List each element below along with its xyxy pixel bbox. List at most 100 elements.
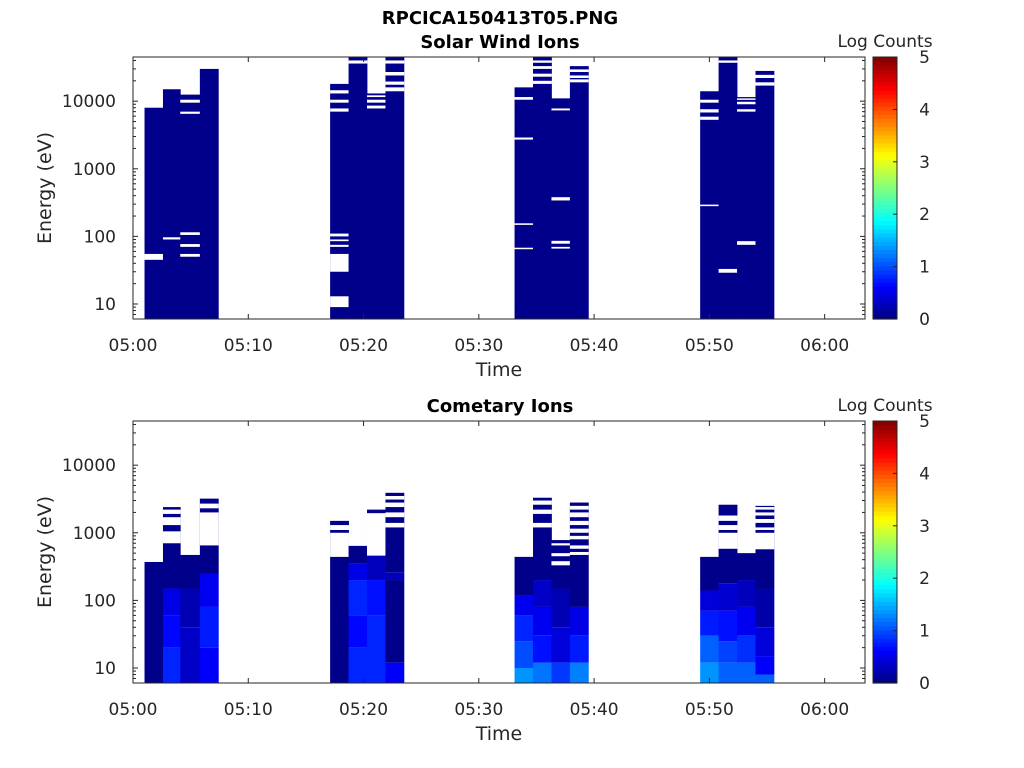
colorbar-swatch [873,633,897,639]
data-gap-11-0 [569,551,589,555]
colorbar-swatch [873,531,897,537]
colorbar-swatch [873,658,897,664]
colorbar-swatch [873,650,897,655]
heatmap-cell-9-0 [533,57,552,319]
heatmap-cell-6-0 [367,93,386,320]
heatmap-cell-3-0 [199,647,219,683]
colorbar-swatch [873,224,897,230]
data-gap-2-3 [180,111,201,114]
data-gap-10-0 [551,246,571,249]
colorbar-swatch [873,106,897,111]
colorbar-swatch [873,183,897,189]
heatmap-cell-6-2 [367,555,386,581]
colorbar-swatch [873,196,897,201]
x-tick-label: 05:50 [685,700,734,720]
heatmap-cell-3-1 [199,606,219,648]
colorbar-tick-label: 5 [919,48,930,68]
heatmap-cell-8-2 [514,615,534,642]
data-gap-4-0 [330,296,349,308]
data-gap-12-3 [700,99,719,103]
data-gap-13-0 [718,532,738,549]
colorbar-swatch [873,490,897,496]
colorbar-swatch [873,646,897,651]
colorbar-swatch [873,617,897,623]
colorbar-swatch [873,298,897,304]
y-axis: 10 100 1000 10000 Energy (eV) [34,423,865,684]
colorbar-swatch [873,539,897,545]
data-gap-13-1 [718,525,738,530]
colorbar-swatch [873,662,897,668]
y-tick-label: 10000 [62,456,116,476]
colorbar-swatch [873,237,897,242]
data-gap-7-0 [385,522,405,528]
heatmap-cell-13-3 [718,583,738,611]
data-gap-15-2 [755,518,775,523]
data-gap-1-1 [162,82,181,86]
colorbar-swatch [873,290,897,296]
colorbar-label: Log Counts [837,32,932,52]
heatmap-cell-11-2 [569,606,589,636]
data-gap-1-1 [162,517,181,526]
colorbar-swatch [873,613,897,619]
heatmap-cell-10-2 [551,588,571,628]
y-axis-label: Energy (eV) [34,132,56,244]
heatmap-cell-7-0 [385,662,405,683]
data-gap-15-4 [755,507,775,510]
y-axis: 10 100 1000 10000 Energy (eV) [34,59,865,320]
data-gap-1-0 [162,237,181,240]
colorbar-swatch [873,629,897,635]
x-axis-label: Time [475,359,523,381]
heatmap-cell-14-1 [737,635,756,663]
data-gap-14-3 [737,98,756,100]
heatmap-cell-9-0 [533,662,552,683]
heatmap-cell-4-0 [330,83,349,319]
data-gap-11-5 [569,512,589,518]
data-gap-7-2 [385,72,405,76]
x-axis: 05:00 05:10 05:20 05:30 05:40 05:50 06:00 Time [109,421,849,745]
x-tick-label: 05:20 [339,336,388,356]
heatmap-cell-13-0 [718,57,738,319]
colorbar-swatch [873,306,897,312]
colorbar-tick-label: 5 [919,412,930,432]
data-gap-0-0 [144,253,164,260]
colorbar-swatch [873,261,897,267]
colorbar-swatch [873,278,897,283]
colorbar-swatch [873,511,897,516]
colorbar-swatch [873,515,897,520]
data-gap-11-3 [569,528,589,533]
heatmap-cell-9-3 [533,580,552,607]
colorbar-swatch [873,421,897,426]
colorbar-swatch [873,314,897,320]
heatmap-cell-14-0 [737,97,756,319]
colorbar-swatch [873,535,897,541]
heatmap-cell-5-4 [348,545,368,564]
colorbar-swatch [873,85,897,91]
y-tick-label: 1000 [73,160,116,180]
data-gap-11-2 [569,535,589,540]
data-gap-15-0 [755,82,775,86]
x-tick-label: 05:40 [570,336,619,356]
heatmap-cell-14-3 [737,580,756,607]
y-tick-label: 10 [94,295,116,315]
panel-title: Solar Wind Ions [420,32,579,53]
heatmap-cell-14-0 [737,662,756,683]
heatmap-cell-2-1 [180,588,201,628]
data-gap-4-0 [330,532,349,557]
colorbar-swatch [873,449,897,455]
heatmap-cell-11-0 [569,662,589,683]
heatmap-cell-8-0 [514,87,534,319]
heatmap-cell-1-3 [162,507,181,589]
x-tick-label: 05:10 [224,336,273,356]
colorbar-swatch [873,457,897,463]
heatmap-cell-14-2 [737,606,756,636]
data-gap-13-0 [718,268,738,273]
colorbar-swatch [873,609,897,614]
heatmap-cell-15-3 [755,588,775,628]
data-gap-2-1 [180,244,201,247]
colorbar-tick-label: 4 [919,464,930,484]
colorbar-swatch [873,249,897,255]
colorbar-swatch [873,486,897,492]
colorbar-swatch [873,502,897,508]
data-gap-4-7 [330,90,349,94]
